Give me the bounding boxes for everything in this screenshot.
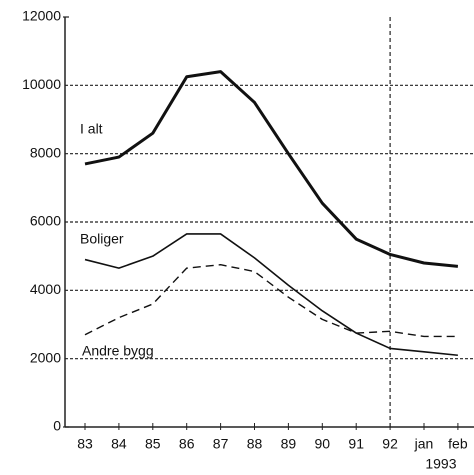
line-series [84, 70, 459, 268]
x-group-label: 1993 [425, 456, 456, 472]
x-tick-label: 88 [247, 436, 263, 452]
line-series [84, 233, 458, 357]
y-tick-label: 6000 [30, 213, 61, 229]
series-label: I alt [80, 121, 103, 137]
y-tick-label: 12000 [22, 8, 61, 24]
x-tick-label: jan [414, 436, 434, 452]
x-tick-label: 85 [145, 436, 161, 452]
x-tick-label: 87 [213, 436, 229, 452]
y-tick-label: 8000 [30, 144, 61, 160]
x-tick-label: feb [448, 436, 468, 452]
x-tick-label: 90 [315, 436, 331, 452]
x-tick-label: 91 [348, 436, 364, 452]
x-tick-label: 83 [77, 436, 93, 452]
x-tick-label: 92 [382, 436, 398, 452]
x-tick-label: 86 [179, 436, 195, 452]
x-tick-label: 89 [281, 436, 297, 452]
y-tick-label: 0 [53, 418, 61, 434]
line-series [84, 264, 458, 338]
y-tick-label: 2000 [30, 349, 61, 365]
y-tick-label: 10000 [22, 76, 61, 92]
y-tick-label: 4000 [30, 281, 61, 297]
series-label: Boliger [80, 231, 124, 247]
x-tick-label: 84 [111, 436, 127, 452]
series-label: Andre bygg [82, 343, 154, 359]
